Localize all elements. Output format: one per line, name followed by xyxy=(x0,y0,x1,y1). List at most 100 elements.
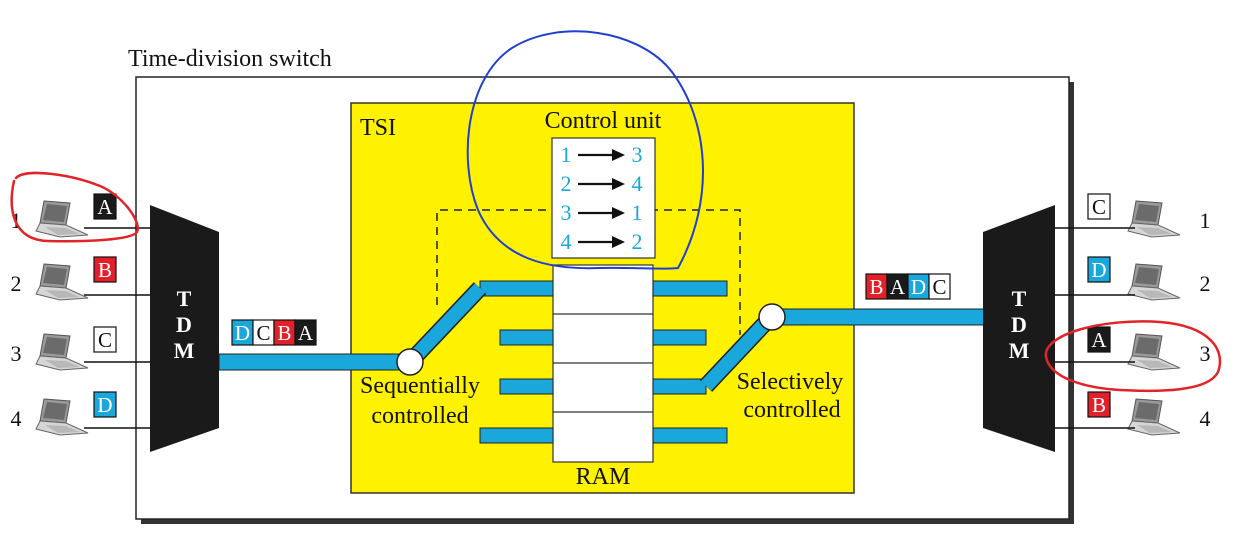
red-circle-annotation-output-3 xyxy=(1044,320,1222,393)
ram-label: RAM xyxy=(576,464,631,490)
time-slot-b: B xyxy=(1087,391,1111,418)
ram-write-bar xyxy=(499,329,554,346)
control-from: 1 xyxy=(561,142,572,167)
slot-letter: C xyxy=(932,275,946,299)
input-bus xyxy=(218,353,410,371)
control-to: 2 xyxy=(632,229,643,254)
control-dashed-line xyxy=(436,209,741,335)
time-slot-a: A xyxy=(294,319,317,346)
slot-letter: B xyxy=(1092,393,1106,417)
ram-write-bar xyxy=(499,378,554,395)
output-station-1: 1C xyxy=(1055,193,1211,238)
arrow-head-icon xyxy=(612,178,625,190)
selective-label-line1: Selectively xyxy=(737,369,844,395)
sequential-switch-pivot xyxy=(396,348,424,376)
slot-letter: D xyxy=(911,275,926,299)
ram-read-bar xyxy=(652,378,707,395)
slot-letter: A xyxy=(298,321,314,345)
laptop-icon xyxy=(35,333,89,371)
station-number: 1 xyxy=(1200,208,1211,233)
laptop-icon xyxy=(35,398,89,436)
selective-switch-arm xyxy=(700,313,776,391)
tdm-letter: T xyxy=(177,286,192,311)
arrow-head-icon xyxy=(612,207,625,219)
time-slot-c: C xyxy=(1087,193,1111,220)
slot-letter: A xyxy=(1091,328,1107,352)
slot-letter: B xyxy=(277,321,291,345)
laptop-icon xyxy=(1127,263,1181,301)
laptop-icon xyxy=(1127,200,1181,238)
laptop-icon xyxy=(35,263,89,301)
time-slot-d: D xyxy=(231,319,254,346)
time-slot-c: C xyxy=(928,273,951,300)
input-station-1: 1A xyxy=(11,193,150,238)
control-to: 3 xyxy=(632,142,643,167)
tdm-letter: M xyxy=(1009,338,1030,363)
control-from: 4 xyxy=(561,229,572,254)
slot-letter: D xyxy=(235,321,250,345)
slot-box xyxy=(294,319,317,346)
slot-box xyxy=(1087,256,1111,283)
ram-write-bar xyxy=(479,280,554,297)
tdm-demux-label: TDM xyxy=(1009,286,1030,363)
ram-read-bar xyxy=(652,329,707,346)
selective-switch-pivot xyxy=(758,303,786,331)
time-slot-d: D xyxy=(1087,256,1111,283)
sequential-label-line1: Sequentially xyxy=(360,373,480,399)
input-station-4: 4D xyxy=(11,391,150,436)
ram-read-bar xyxy=(652,427,728,444)
station-number: 2 xyxy=(1200,271,1211,296)
tdm-mux-label: TDM xyxy=(174,286,195,363)
slot-box xyxy=(93,326,117,353)
output-bus xyxy=(781,308,1011,326)
red-circle-annotation-input-1 xyxy=(10,171,140,243)
laptop-icon xyxy=(35,200,89,238)
arrow-head-icon xyxy=(612,149,625,161)
slot-box xyxy=(928,273,951,300)
tdm-demultiplexer xyxy=(983,205,1055,452)
slot-letter: C xyxy=(98,328,112,352)
ram-read-bar xyxy=(652,280,728,297)
control-to: 4 xyxy=(632,171,643,196)
input-station-3: 3C xyxy=(11,326,150,371)
laptop-icon xyxy=(1127,398,1181,436)
slot-letter: B xyxy=(869,275,883,299)
tdm-letter: D xyxy=(176,312,192,337)
control-unit-box xyxy=(551,137,656,259)
sequential-label-line2: controlled xyxy=(371,403,468,429)
control-from: 2 xyxy=(561,171,572,196)
diagram-title: Time-division switch xyxy=(128,46,332,72)
time-slot-c: C xyxy=(93,326,117,353)
selective-label-line2: controlled xyxy=(743,397,840,423)
tdm-letter: T xyxy=(1012,286,1027,311)
control-to: 1 xyxy=(632,200,643,225)
station-number: 3 xyxy=(11,341,22,366)
ram-write-bar xyxy=(479,427,554,444)
time-slot-b: B xyxy=(93,256,117,283)
slot-letter: A xyxy=(97,195,113,219)
time-slot-b: B xyxy=(273,319,296,346)
slot-box xyxy=(93,256,117,283)
time-slot-c: C xyxy=(252,319,275,346)
time-slot-a: A xyxy=(93,193,117,220)
output-station-3: 3A xyxy=(1055,326,1211,371)
time-slot-a: A xyxy=(886,273,909,300)
slot-letter: C xyxy=(256,321,270,345)
time-slot-d: D xyxy=(907,273,930,300)
slot-letter: B xyxy=(98,258,112,282)
tdm-letter: D xyxy=(1011,312,1027,337)
slot-box xyxy=(1087,326,1111,353)
slot-letter: C xyxy=(1092,195,1106,219)
control-unit-label: Control unit xyxy=(545,108,662,134)
time-slot-d: D xyxy=(93,391,117,418)
slot-letter: D xyxy=(1091,258,1106,282)
blue-circle-annotation-control-unit xyxy=(466,30,704,270)
laptop-icon xyxy=(1127,333,1181,371)
